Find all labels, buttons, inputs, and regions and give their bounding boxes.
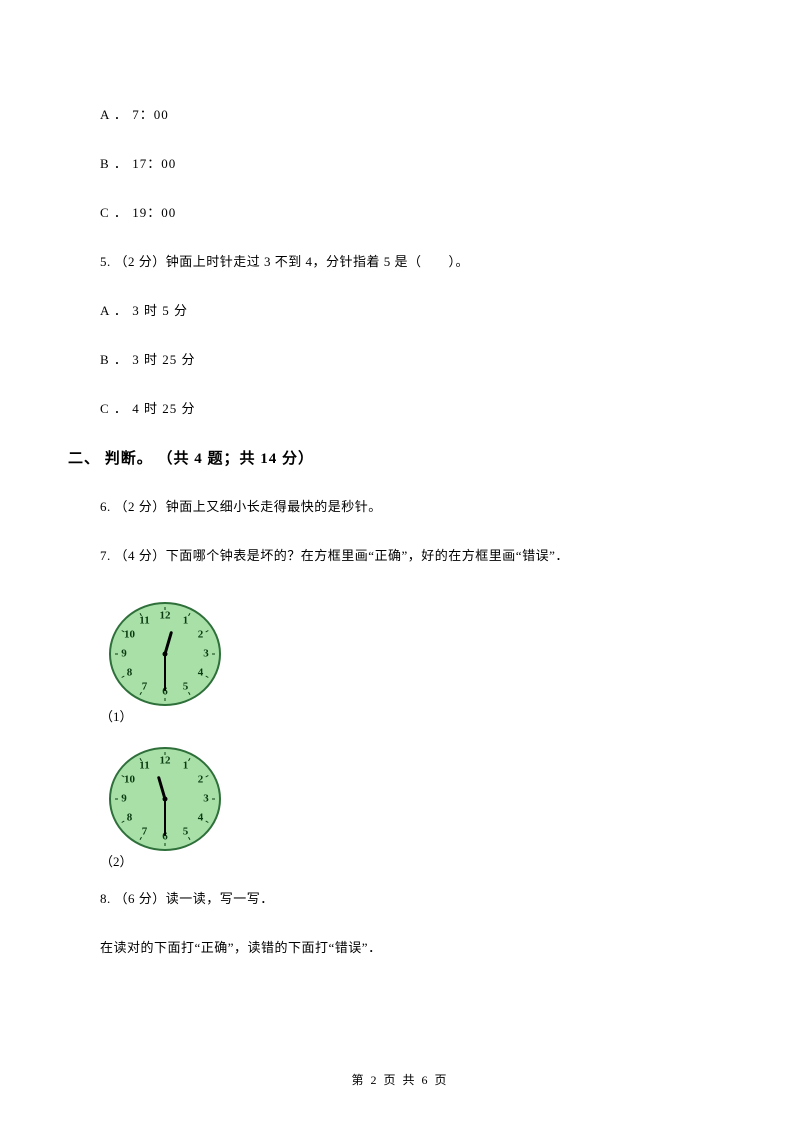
q-points: （2 分） [115, 499, 166, 514]
section-2-heading: 二、 判断。 （共 4 题；共 14 分） [68, 447, 700, 468]
svg-text:8: 8 [127, 667, 133, 679]
q-number: 6. [100, 499, 111, 514]
q-number: 8. [100, 891, 111, 906]
q-points: （2 分） [115, 254, 166, 269]
svg-text:9: 9 [121, 648, 127, 660]
prev-option-b: B ． 17：00 [100, 153, 700, 172]
page: A ． 7：00 B ． 17：00 C ． 19：00 5. （2 分）钟面上… [0, 0, 800, 1132]
svg-text:10: 10 [124, 629, 135, 641]
svg-text:7: 7 [142, 825, 148, 837]
q7-sub1-label: （1） [100, 706, 700, 725]
clock-2-svg: 121234567891011 [100, 739, 230, 859]
svg-text:3: 3 [203, 793, 209, 805]
svg-text:4: 4 [198, 667, 204, 679]
prev-option-c: C ． 19：00 [100, 202, 700, 221]
svg-text:1: 1 [183, 615, 189, 627]
option-label: C [100, 205, 110, 220]
option-label: C [100, 401, 110, 416]
question-5: 5. （2 分）钟面上时针走过 3 不到 4，分针指着 5 是（ ）。 [100, 251, 700, 270]
content-column: A ． 7：00 B ． 17：00 C ． 19：00 5. （2 分）钟面上… [100, 104, 700, 986]
q-text: 读一读，写一写． [166, 891, 274, 906]
q5-option-a: A ． 3 时 5 分 [100, 300, 700, 319]
q-text: 下面哪个钟表是坏的？在方框里画“正确”，好的在方框里画“错误”． [166, 548, 569, 563]
option-label: A [100, 303, 110, 318]
clock-1-wrap: 121234567891011 （1） [100, 594, 700, 725]
question-8: 8. （6 分）读一读，写一写． [100, 888, 700, 907]
option-label: A [100, 107, 110, 122]
svg-text:10: 10 [124, 774, 135, 786]
q-number: 7. [100, 548, 111, 563]
q-text: 钟面上又细小长走得最快的是秒针。 [166, 499, 382, 514]
clock-2-wrap: 121234567891011 （2） [100, 739, 700, 870]
footer-page: 第 2 页 [351, 1073, 397, 1087]
question-7: 7. （4 分）下面哪个钟表是坏的？在方框里画“正确”，好的在方框里画“错误”． [100, 545, 700, 564]
page-footer: 第 2 页 共 6 页 [0, 1071, 800, 1088]
option-text: 17：00 [132, 156, 176, 171]
option-text: 3 时 25 分 [132, 352, 195, 367]
option-text: 4 时 25 分 [132, 401, 195, 416]
svg-text:9: 9 [121, 793, 127, 805]
question-8-line2: 在读对的下面打“正确”，读错的下面打“错误”． [100, 937, 700, 956]
option-text: 7：00 [132, 107, 169, 122]
svg-text:4: 4 [198, 812, 204, 824]
svg-text:7: 7 [142, 680, 148, 692]
option-label: B [100, 156, 110, 171]
footer-total: 共 6 页 [403, 1073, 449, 1087]
q-points: （4 分） [115, 548, 166, 563]
option-text: 3 时 5 分 [132, 303, 188, 318]
clock-1-svg: 121234567891011 [100, 594, 230, 714]
prev-option-a: A ． 7：00 [100, 104, 700, 123]
q-text: 钟面上时针走过 3 不到 4，分针指着 5 是（ ）。 [166, 254, 469, 269]
svg-text:1: 1 [183, 760, 189, 772]
option-label: B [100, 352, 110, 367]
svg-text:2: 2 [198, 629, 204, 641]
svg-text:2: 2 [198, 774, 204, 786]
svg-text:11: 11 [139, 760, 149, 772]
svg-text:5: 5 [183, 825, 189, 837]
svg-text:12: 12 [160, 610, 172, 622]
q5-option-b: B ． 3 时 25 分 [100, 349, 700, 368]
q7-sub2-label: （2） [100, 851, 700, 870]
option-text: 19：00 [132, 205, 176, 220]
q-points: （6 分） [115, 891, 166, 906]
svg-text:8: 8 [127, 812, 133, 824]
question-6: 6. （2 分）钟面上又细小长走得最快的是秒针。 [100, 496, 700, 515]
svg-text:5: 5 [183, 680, 189, 692]
svg-text:3: 3 [203, 648, 209, 660]
q-number: 5. [100, 254, 111, 269]
svg-text:12: 12 [160, 755, 172, 767]
q5-option-c: C ． 4 时 25 分 [100, 398, 700, 417]
svg-text:11: 11 [139, 615, 149, 627]
